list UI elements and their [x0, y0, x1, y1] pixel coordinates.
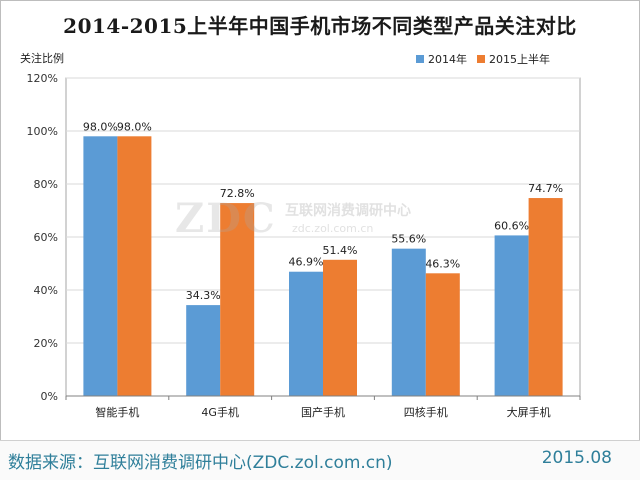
labels-layer: 98.0% 98.0% 34.3% 72.8% 46.9%51.4% 55.6% 46.3%…	[83, 120, 563, 302]
bar	[494, 235, 529, 396]
bar	[528, 198, 563, 396]
bar	[425, 273, 460, 396]
data-label: 46.9%	[289, 256, 324, 269]
data-label: 98.0%	[83, 120, 118, 133]
data-label: 98.0%	[117, 120, 152, 133]
legend-label-2015: 2015上半年	[489, 53, 550, 66]
plot-area: 98.0% 98.0% 34.3% 72.8% 46.9%51.4% 55.6% 46.3%…	[27, 72, 581, 419]
y-tick-label: 80%	[34, 178, 58, 191]
y-tick-label: 120%	[27, 72, 58, 85]
legend: 2014年 2015上半年	[416, 51, 560, 67]
footer-source: 数据来源：互联网消费调研中心(ZDC.zol.com.cn)	[8, 453, 393, 473]
y-tick-label: 0%	[41, 390, 58, 403]
y-axis-label: 关注比例	[20, 52, 64, 65]
legend-label-2014: 2014年	[428, 53, 467, 66]
x-tick-label: 智能手机	[95, 405, 139, 419]
y-tick-label: 20%	[34, 337, 58, 350]
data-label: 46.3%	[425, 257, 460, 270]
x-tick-label: 大屏手机	[507, 405, 551, 419]
bar	[83, 136, 118, 397]
bar	[289, 271, 323, 396]
data-label: 34.3%	[186, 289, 221, 302]
x-tick-label: 4G手机	[201, 405, 239, 419]
y-tick-label: 40%	[34, 284, 58, 297]
data-label: 60.6%	[494, 219, 529, 232]
bar	[186, 305, 221, 396]
data-label: 72.8%	[220, 187, 255, 200]
data-label: 51.4%	[323, 244, 358, 257]
legend-item-2014: 2014年	[416, 51, 467, 67]
bar	[323, 259, 357, 396]
footer-bar	[0, 440, 640, 480]
bars-layer	[83, 136, 563, 397]
legend-swatch-2014	[416, 55, 424, 63]
x-tick-label: 国产手机	[301, 405, 345, 419]
legend-swatch-2015	[477, 55, 485, 63]
footer-date: 2015.08	[541, 448, 612, 468]
data-label: 55.6%	[391, 233, 426, 246]
bar	[117, 136, 152, 397]
bar	[391, 248, 426, 396]
legend-item-2015: 2015上半年	[477, 51, 550, 67]
axis-layer: 0% 20% 40% 60% 80% 100% 120% 智能手机 4G手机 国产手机 四核手机 大屏…	[27, 72, 581, 419]
chart-title: 2014-2015上半年中国手机市场不同类型产品关注对比	[63, 14, 577, 38]
y-tick-label: 60%	[34, 231, 58, 244]
x-tick-label: 四核手机	[404, 405, 448, 419]
y-tick-label: 100%	[27, 125, 58, 138]
bar	[220, 203, 255, 396]
data-label: 74.7%	[528, 182, 563, 195]
